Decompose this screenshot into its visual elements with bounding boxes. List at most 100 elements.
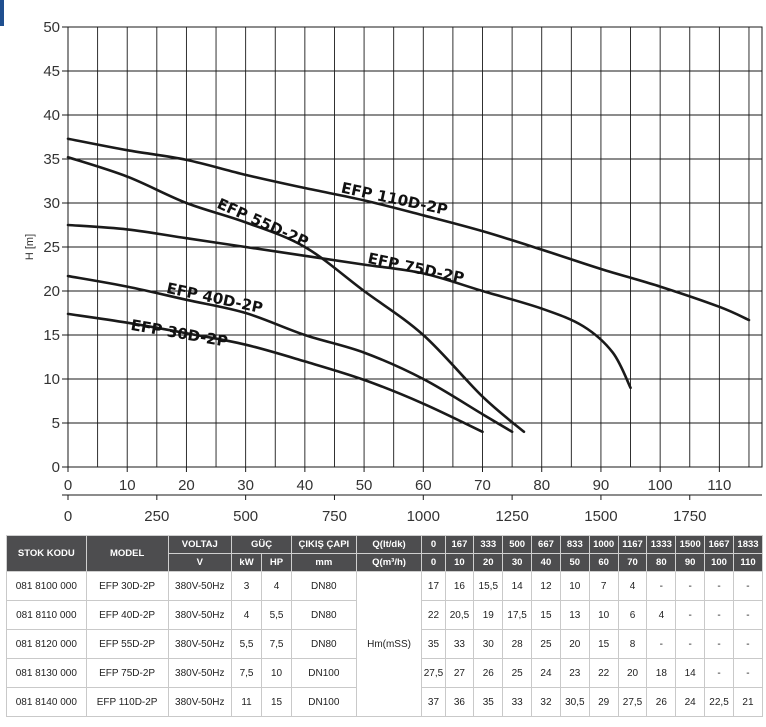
header-q-lt-value: 333 — [473, 535, 504, 554]
cell-head-value: 12 — [531, 571, 561, 601]
cell-hp: 5,5 — [261, 600, 293, 630]
cell-head-value: 25 — [531, 629, 561, 659]
corner-accent-mark — [0, 0, 4, 26]
header-outlet: ÇIKIŞ ÇAPI — [291, 535, 357, 554]
cell-head-value: 13 — [559, 600, 590, 630]
cell-head-value: 33 — [444, 629, 475, 659]
cell-head-value: 36 — [444, 687, 475, 717]
header-q-m3-value: 110 — [732, 553, 764, 572]
cell-head-value: 16 — [444, 571, 475, 601]
cell-voltage: 380V-50Hz — [167, 629, 233, 659]
x-axis-2-tick-label: 0 — [64, 508, 72, 525]
cell-head-value: 32 — [531, 687, 561, 717]
header-q-m3-value: 0 — [421, 553, 446, 572]
cell-head-value: - — [675, 600, 706, 630]
x-axis-1-tick-label: 50 — [356, 477, 373, 494]
cell-kw: 3 — [231, 571, 263, 601]
cell-stock-code: 081 8130 000 — [6, 658, 87, 688]
header-q-m3-value: 60 — [588, 553, 619, 572]
curve-efp-75d-2p — [66, 223, 632, 390]
cell-head-value: - — [646, 571, 677, 601]
cell-head-value: 35 — [473, 687, 504, 717]
cell-head-value: 15 — [531, 600, 561, 630]
header-q-m3-value: 50 — [559, 553, 590, 572]
cell-head-value: - — [732, 658, 764, 688]
x-axis-2-tick-label: 1000 — [407, 508, 440, 525]
cell-voltage: 380V-50Hz — [167, 687, 233, 717]
cell-head-value: 7 — [588, 571, 619, 601]
cell-head-value: 6 — [617, 600, 648, 630]
cell-hp: 10 — [261, 658, 293, 688]
header-model: MODEL — [85, 535, 169, 572]
x-axis-2-tick-label: 1500 — [584, 508, 617, 525]
cell-outlet: DN80 — [291, 571, 357, 601]
cell-kw: 4 — [231, 600, 263, 630]
cell-stock-code: 081 8140 000 — [6, 687, 87, 717]
curve-efp-40d-2p — [66, 274, 514, 434]
header-q-lt-value: 1500 — [675, 535, 706, 554]
cell-head-value: - — [704, 571, 734, 601]
chart-curves — [66, 137, 751, 434]
cell-head-value: - — [732, 600, 764, 630]
cell-outlet: DN100 — [291, 687, 357, 717]
cell-head-value: 17,5 — [502, 600, 533, 630]
header-kw: kW — [231, 553, 263, 572]
x-axis-1-tick-label: 40 — [297, 477, 314, 494]
header-q-lt-value: 1833 — [732, 535, 764, 554]
table-row: 081 8140 000 EFP 110D-2P 380V-50Hz 11 15 DN10… — [6, 687, 764, 717]
y-tick-label: 50 — [43, 19, 60, 36]
curve-efp-110d-2p — [66, 137, 751, 322]
cell-head-value: 35 — [421, 629, 446, 659]
y-tick-label: 10 — [43, 371, 60, 388]
cell-outlet: DN80 — [291, 600, 357, 630]
cell-model: EFP 110D-2P — [85, 687, 169, 717]
cell-head-value: 19 — [473, 600, 504, 630]
header-q-m3-value: 80 — [646, 553, 677, 572]
cell-head-value: 27 — [444, 658, 475, 688]
header-q-lt-value: 0 — [421, 535, 446, 554]
y-tick-label: 0 — [52, 459, 60, 476]
cell-head-value: 28 — [502, 629, 533, 659]
y-tick-label: 40 — [43, 107, 60, 124]
cell-head-value: 14 — [502, 571, 533, 601]
cell-head-value: 29 — [588, 687, 619, 717]
cell-head-value: - — [704, 629, 734, 659]
cell-head-value: - — [675, 629, 706, 659]
cell-head-value: 20 — [617, 658, 648, 688]
pump-performance-chart: 0 5 10 15 20 25 30 35 40 45 50 H [m] 0 10 20 30 40 50 60 70… — [24, 19, 763, 525]
cell-model: EFP 75D-2P — [85, 658, 169, 688]
x-axis-1-tick-label: 30 — [237, 477, 254, 494]
x-axis-1-tick-label: 10 — [119, 477, 136, 494]
cell-kw: 5,5 — [231, 629, 263, 659]
header-q-m3-value: 30 — [502, 553, 533, 572]
cell-head-value: 33 — [502, 687, 533, 717]
x-axis-1-tick-label: 80 — [533, 477, 550, 494]
cell-stock-code: 081 8100 000 — [6, 571, 87, 601]
x-axis-2-tick-label: 500 — [233, 508, 258, 525]
header-q-lt-value: 667 — [531, 535, 561, 554]
cell-stock-code: 081 8120 000 — [6, 629, 87, 659]
header-q-lt-value: 167 — [444, 535, 475, 554]
header-q-m3-value: 40 — [531, 553, 561, 572]
cell-outlet: DN100 — [291, 658, 357, 688]
cell-head-value: 22 — [421, 600, 446, 630]
header-q-lt-value: 1667 — [704, 535, 734, 554]
table-header-row-2: V kW HP mm Q(m³/h) 0 10 20 30 40 50 60 70 80 90 10… — [7, 553, 764, 572]
cell-outlet: DN80 — [291, 629, 357, 659]
cell-head-value: - — [646, 629, 677, 659]
header-q-lt-value: 500 — [502, 535, 533, 554]
cell-head-value: 24 — [675, 687, 706, 717]
x-axis-1-tick-label: 60 — [415, 477, 432, 494]
header-q-lt-value: 1167 — [617, 535, 648, 554]
cell-head-value: 8 — [617, 629, 648, 659]
cell-head-value: 15 — [588, 629, 619, 659]
header-q-m3-value: 90 — [675, 553, 706, 572]
x-axis-1-tick-label: 100 — [648, 477, 673, 494]
x-axis-1-tick-label: 90 — [593, 477, 610, 494]
header-q-lt-value: 1333 — [646, 535, 677, 554]
plot-border — [67, 26, 763, 468]
chart-axes: 0 5 10 15 20 25 30 35 40 45 50 H [m] 0 10 20 30 40 50 60 70… — [24, 19, 763, 525]
header-q-m3-value: 100 — [704, 553, 734, 572]
cell-head-value: 4 — [617, 571, 648, 601]
